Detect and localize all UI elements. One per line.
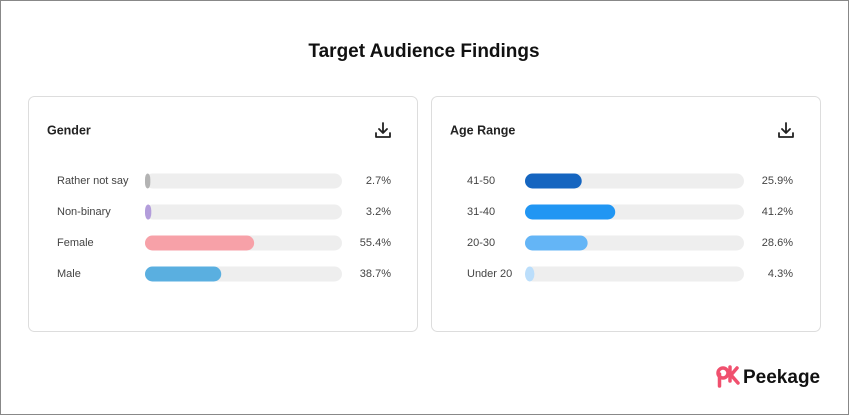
bar <box>525 173 582 189</box>
category-label: Male <box>57 268 81 280</box>
bar <box>525 266 535 282</box>
bar-track <box>145 204 342 220</box>
download-icon[interactable] <box>375 122 391 138</box>
bar-track <box>145 173 342 189</box>
bar <box>525 235 588 251</box>
value-label: 28.6% <box>762 237 793 249</box>
category-label: 20-30 <box>467 237 495 249</box>
value-label: 4.3% <box>768 268 793 280</box>
bar <box>145 173 151 189</box>
value-label: 38.7% <box>360 268 391 280</box>
value-label: 55.4% <box>360 237 391 249</box>
category-label: Under 20 <box>467 268 512 280</box>
category-label: Non-binary <box>57 206 111 218</box>
value-label: 3.2% <box>366 206 391 218</box>
category-label: 31-40 <box>467 206 495 218</box>
brand-name: Peekage <box>743 367 820 388</box>
bar <box>145 266 222 282</box>
download-icon[interactable] <box>778 122 794 138</box>
category-label: Rather not say <box>57 175 129 187</box>
brand-logo <box>716 365 740 388</box>
value-label: 2.7% <box>366 175 391 187</box>
bar <box>145 235 255 251</box>
card-title: Gender <box>47 123 91 137</box>
bar <box>525 204 616 220</box>
value-label: 25.9% <box>762 175 793 187</box>
value-label: 41.2% <box>762 206 793 218</box>
bar <box>145 204 152 220</box>
category-label: 41-50 <box>467 175 495 187</box>
page-title: Target Audience Findings <box>308 41 539 62</box>
bar-track <box>525 266 744 282</box>
card-title: Age Range <box>450 123 515 137</box>
category-label: Female <box>57 237 94 249</box>
